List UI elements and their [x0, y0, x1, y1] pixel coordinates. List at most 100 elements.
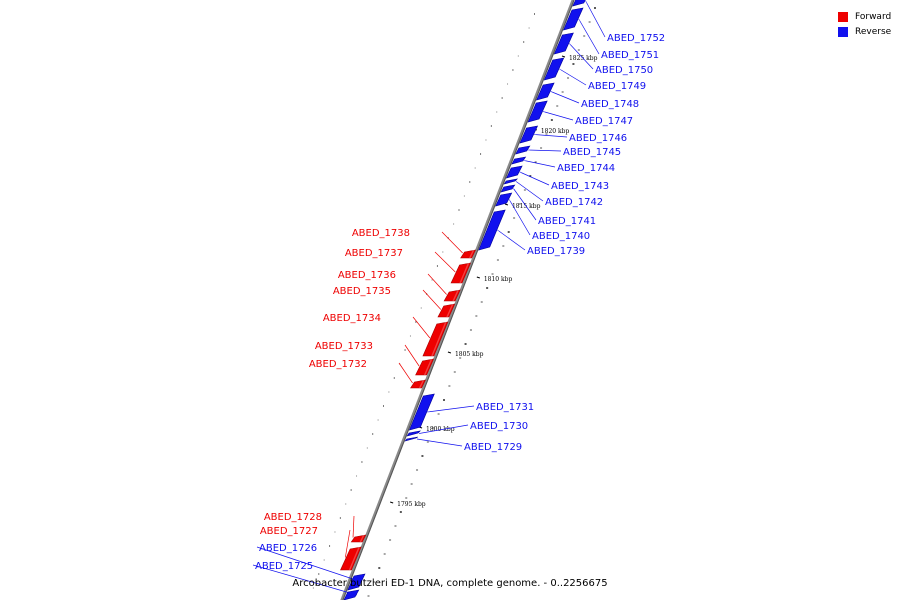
gene-shading	[556, 58, 567, 77]
gene-label-abed-1735[interactable]: ABED_1735	[333, 286, 391, 297]
tick-marks	[312, 7, 596, 597]
gene-shading	[507, 193, 515, 203]
gene-label-abed-1736[interactable]: ABED_1736	[338, 270, 396, 281]
gene-label-abed-1746[interactable]: ABED_1746	[569, 133, 627, 144]
gene-shading	[418, 380, 425, 388]
gene-label-abed-1737[interactable]: ABED_1737	[345, 248, 403, 259]
gene-block-abed-1744[interactable]	[511, 156, 527, 165]
gene-block-abed-1728[interactable]	[350, 534, 367, 543]
gene-block-abed-1738[interactable]	[460, 249, 477, 259]
gene-label-abed-1752[interactable]: ABED_1752	[607, 33, 665, 44]
gene-shading	[468, 250, 475, 258]
gene-label-abed-1726[interactable]: ABED_1726	[259, 543, 317, 554]
gene-block-abed-1739[interactable]	[478, 209, 506, 251]
gene-block-abed-1740[interactable]	[495, 192, 513, 207]
gene-block-abed-1741[interactable]	[500, 184, 516, 193]
gene-label-abed-1734[interactable]: ABED_1734	[323, 313, 381, 324]
gene-block-abed-1736[interactable]	[443, 289, 461, 302]
gene-block-abed-1746[interactable]	[519, 125, 539, 144]
gene-block-abed-1733[interactable]	[415, 358, 435, 376]
scale-tick	[447, 351, 452, 354]
gene-block-abed-1750[interactable]	[553, 32, 574, 55]
gene-label-abed-1727[interactable]: ABED_1727	[260, 526, 318, 537]
reverse-swatch	[838, 26, 848, 37]
gene-shading	[446, 304, 454, 317]
gene-label-abed-1745[interactable]: ABED_1745	[563, 147, 621, 158]
gene-block-abed-1748[interactable]	[536, 82, 555, 101]
gene-shading	[540, 101, 550, 119]
leader-line	[419, 424, 469, 434]
gene-label-abed-1728[interactable]: ABED_1728	[264, 512, 322, 523]
leader-line	[515, 181, 544, 202]
leader-line	[344, 529, 351, 558]
leader-line	[508, 199, 531, 236]
leader-line	[585, 0, 606, 38]
gene-block-abed-1726[interactable]	[347, 573, 366, 591]
gene-block-abed-1752[interactable]	[572, 0, 588, 7]
scale-tick	[390, 501, 394, 504]
gene-shading	[532, 126, 541, 140]
gene-label-abed-1732[interactable]: ABED_1732	[309, 359, 367, 370]
gene-block-abed-1732[interactable]	[410, 379, 426, 389]
gene-label-abed-1729[interactable]: ABED_1729	[464, 442, 522, 453]
leader-line	[559, 68, 587, 86]
gene-label-abed-1739[interactable]: ABED_1739	[527, 246, 585, 257]
gene-block-abed-1749[interactable]	[543, 57, 565, 81]
genome-caption: Arcobacter butzleri ED-1 DNA, complete g…	[292, 578, 608, 589]
gene-block-abed-1731[interactable]	[408, 393, 435, 431]
gene-shading	[417, 437, 421, 438]
legend-label-forward: Forward	[855, 11, 892, 22]
leader-line	[398, 362, 413, 384]
leader-line	[569, 43, 594, 70]
gene-label-abed-1733[interactable]: ABED_1733	[315, 341, 373, 352]
gene-shading	[452, 290, 459, 301]
gene-block-abed-1725[interactable]	[343, 589, 360, 600]
gene-block-abed-1751[interactable]	[563, 7, 584, 31]
gene-block-abed-1747[interactable]	[527, 100, 548, 123]
leader-lines	[252, 0, 606, 596]
forward-swatch	[838, 11, 848, 22]
gene-block-abed-1743[interactable]	[505, 165, 523, 179]
gene-label-abed-1725[interactable]: ABED_1725	[255, 561, 313, 572]
gene-block-abed-1730[interactable]	[406, 430, 421, 437]
gene-label-abed-1749[interactable]: ABED_1749	[588, 81, 646, 92]
gene-label-abed-1750[interactable]: ABED_1750	[595, 65, 653, 76]
leader-line	[427, 405, 475, 413]
gene-shading	[431, 322, 447, 356]
gene-blocks	[340, 0, 589, 600]
gene-shading	[490, 210, 508, 247]
gene-label-abed-1748[interactable]: ABED_1748	[581, 99, 639, 110]
gene-label-abed-1741[interactable]: ABED_1741	[538, 216, 596, 227]
gene-label-abed-1731[interactable]: ABED_1731	[476, 402, 534, 413]
gene-label-abed-1738[interactable]: ABED_1738	[352, 228, 410, 239]
leader-line	[404, 344, 420, 367]
gene-block-abed-1735[interactable]	[437, 303, 456, 318]
gene-shading	[584, 0, 589, 3]
gene-shading	[356, 590, 362, 597]
gene-block-abed-1734[interactable]	[422, 321, 449, 357]
gene-label-abed-1747[interactable]: ABED_1747	[575, 116, 633, 127]
gene-block-abed-1727[interactable]	[340, 546, 362, 571]
leader-line	[427, 273, 447, 295]
leader-line	[412, 316, 431, 339]
leader-line	[534, 134, 568, 138]
gene-label-abed-1742[interactable]: ABED_1742	[545, 197, 603, 208]
gene-block-abed-1729[interactable]	[404, 436, 418, 442]
gene-label-abed-1730[interactable]: ABED_1730	[470, 421, 528, 432]
scale-tick	[561, 55, 566, 58]
leader-line	[524, 160, 556, 168]
gene-block-abed-1737[interactable]	[450, 262, 472, 284]
gene-shading	[575, 8, 586, 27]
gene-shading	[566, 33, 577, 51]
genome-axis-highlight	[342, 0, 575, 600]
gene-block-abed-1745[interactable]	[515, 145, 531, 155]
leader-line	[519, 171, 550, 186]
gene-label-abed-1743[interactable]: ABED_1743	[551, 181, 609, 192]
gene-shading	[513, 185, 518, 189]
gene-label-abed-1740[interactable]: ABED_1740	[532, 231, 590, 242]
gene-label-abed-1744[interactable]: ABED_1744	[557, 163, 615, 174]
gene-block-abed-1742[interactable]	[503, 178, 518, 185]
gene-label-abed-1751[interactable]: ABED_1751	[601, 50, 659, 61]
gene-shading	[423, 359, 433, 375]
